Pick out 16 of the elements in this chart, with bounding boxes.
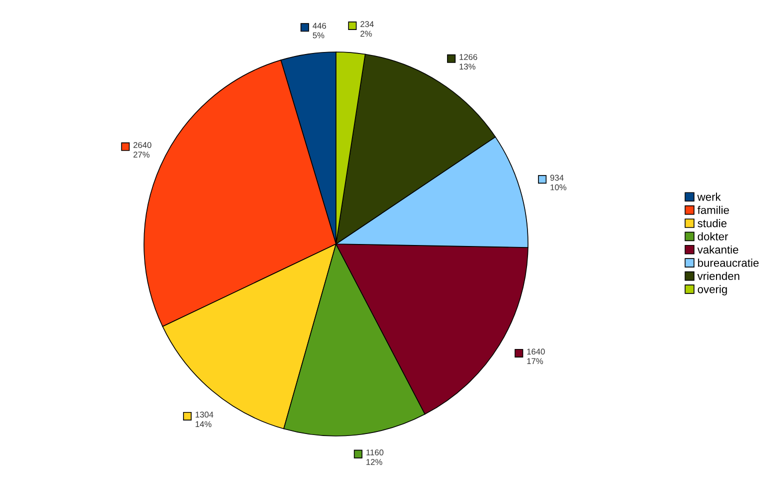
data-label: 1304 14%	[196, 412, 214, 428]
legend-label: werk	[697, 192, 721, 201]
data-label: 446 5%	[312, 22, 326, 38]
legend-label: dokter	[698, 232, 728, 240]
legend-label: vrienden	[697, 272, 740, 280]
data-label: 2640 27%	[134, 142, 152, 158]
data-label: 1266 13%	[460, 54, 478, 70]
legend-label: overig	[698, 285, 727, 296]
legend-label: studie	[698, 219, 726, 228]
legend-label: vakantie	[697, 245, 738, 254]
data-label: 934 10%	[550, 174, 566, 190]
data-label: 1160 12%	[366, 449, 384, 465]
data-label: 1640 17%	[527, 348, 545, 364]
legend-label: bureaucratie	[698, 258, 759, 267]
legend-label: familie	[698, 206, 729, 214]
data-label: 234 2%	[360, 21, 374, 37]
